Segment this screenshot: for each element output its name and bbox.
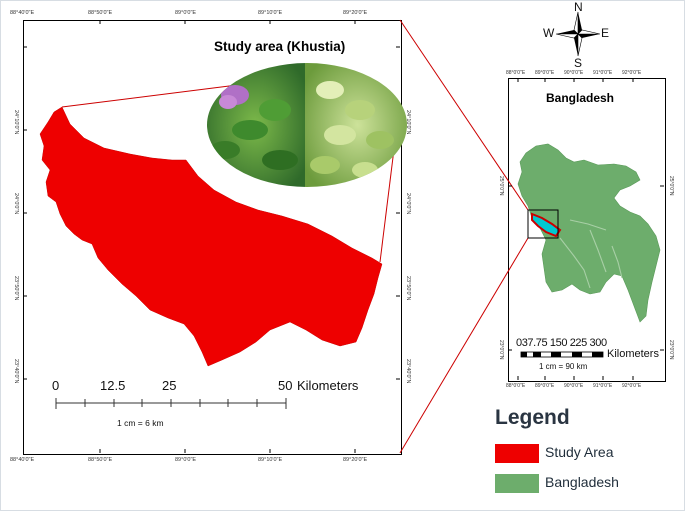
x-tick-top-1: 88°50'0"E bbox=[88, 10, 113, 16]
x-tick-bottom-3: 89°10'0"E bbox=[258, 457, 283, 463]
inset-x-tick-bottom-2: 90°0'0"E bbox=[564, 383, 584, 389]
inset-x-tick-top-2: 90°0'0"E bbox=[564, 70, 584, 76]
inset-y-tick-left-1: 23°0'0"N bbox=[498, 340, 504, 360]
legend-swatch-study-area bbox=[495, 444, 539, 463]
scale-label-50: 50 bbox=[278, 378, 293, 393]
connector-bottom bbox=[399, 237, 529, 454]
x-tick-top-3: 89°10'0"E bbox=[258, 10, 283, 16]
inset-y-tick-right-1: 23°0'0"N bbox=[668, 340, 674, 360]
inset-x-tick-top-3: 91°0'0"E bbox=[593, 70, 613, 76]
compass-e: E bbox=[601, 26, 610, 40]
y-tick-left-0: 24°10'0"N bbox=[13, 110, 19, 135]
legend-title: Legend bbox=[495, 406, 570, 429]
inset-x-tick-bottom-3: 91°0'0"E bbox=[593, 383, 613, 389]
x-tick-bottom-2: 89°0'0"E bbox=[175, 457, 197, 463]
inset-scale-labels: 037.75 150 225 300 bbox=[516, 337, 607, 349]
inset-scale-bar bbox=[520, 351, 604, 358]
legend-label-bangladesh: Bangladesh bbox=[545, 474, 619, 490]
y-tick-right-1: 24°0'0"N bbox=[405, 193, 411, 215]
inset-scale-unit: Kilometers bbox=[607, 348, 659, 360]
inset-y-tick-left-0: 25°0'0"N bbox=[498, 176, 504, 196]
main-map-title: Study area (Khustia) bbox=[214, 39, 346, 54]
compass-icon bbox=[555, 11, 601, 57]
inset-locator-box bbox=[527, 209, 559, 239]
x-tick-top-0: 88°40'0"E bbox=[10, 10, 35, 16]
y-tick-left-1: 24°0'0"N bbox=[13, 193, 19, 215]
inset-x-tick-top-0: 88°0'0"E bbox=[506, 70, 526, 76]
inset-x-tick-bottom-4: 92°0'0"E bbox=[622, 383, 642, 389]
connector-top bbox=[399, 19, 529, 211]
scale-note: 1 cm = 6 km bbox=[117, 418, 164, 428]
inset-x-tick-top-1: 89°0'0"E bbox=[535, 70, 555, 76]
compass-s: S bbox=[574, 56, 583, 70]
scale-label-25: 25 bbox=[162, 378, 177, 393]
inset-x-tick-top-4: 92°0'0"E bbox=[622, 70, 642, 76]
scale-unit: Kilometers bbox=[297, 378, 359, 393]
scale-label-0: 0 bbox=[52, 378, 60, 393]
x-tick-top-2: 89°0'0"E bbox=[175, 10, 197, 16]
scale-label-12-5: 12.5 bbox=[100, 378, 126, 393]
y-tick-left-3: 23°40'0"N bbox=[13, 359, 19, 384]
legend-label-study-area: Study Area bbox=[545, 444, 614, 460]
inset-y-tick-right-0: 25°0'0"N bbox=[668, 176, 674, 196]
inset-x-tick-bottom-1: 89°0'0"E bbox=[535, 383, 555, 389]
photo-leader-left bbox=[61, 83, 246, 108]
inset-scale-note: 1 cm = 90 km bbox=[539, 362, 588, 371]
x-tick-bottom-1: 88°50'0"E bbox=[88, 457, 113, 463]
main-scale-bar bbox=[55, 398, 287, 409]
x-tick-bottom-0: 88°40'0"E bbox=[10, 457, 35, 463]
y-tick-right-0: 24°10'0"N bbox=[405, 110, 411, 135]
y-tick-right-3: 23°40'0"N bbox=[405, 359, 411, 384]
x-tick-bottom-4: 89°20'0"E bbox=[343, 457, 368, 463]
y-tick-right-2: 23°50'0"N bbox=[405, 276, 411, 301]
inset-frame-ticks bbox=[508, 78, 664, 380]
compass-n: N bbox=[574, 0, 583, 14]
bangladesh-polygon bbox=[517, 143, 661, 323]
compass-w: W bbox=[543, 26, 555, 40]
bangladesh-rivers bbox=[559, 219, 623, 289]
x-tick-top-4: 89°20'0"E bbox=[343, 10, 368, 16]
inset-map-title: Bangladesh bbox=[546, 91, 615, 105]
water-hyacinth-photo bbox=[207, 63, 407, 187]
y-tick-left-2: 23°50'0"N bbox=[13, 276, 19, 301]
legend-swatch-bangladesh bbox=[495, 474, 539, 493]
inset-study-area bbox=[531, 212, 562, 238]
inset-x-tick-bottom-0: 88°0'0"E bbox=[506, 383, 526, 389]
study-area-polygon bbox=[39, 106, 383, 367]
